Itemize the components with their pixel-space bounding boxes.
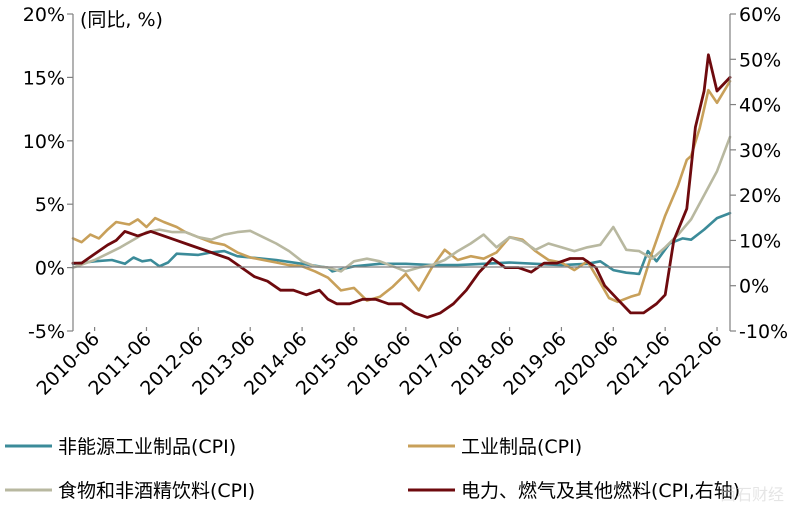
right-axis-ticks: -10% 0% 10% 20% 30% 40% 50% 60% bbox=[730, 4, 788, 343]
legend-label: 非能源工业制品(CPI) bbox=[58, 436, 236, 458]
left-tick-label: -5% bbox=[28, 321, 65, 343]
series-line-0 bbox=[71, 211, 732, 276]
series-line-1 bbox=[71, 79, 732, 304]
right-tick-label: -10% bbox=[739, 321, 788, 343]
series-lines bbox=[71, 53, 732, 319]
left-tick-label: 20% bbox=[23, 4, 65, 26]
left-tick-label: 0% bbox=[35, 258, 65, 280]
legend-label: 工业制品(CPI) bbox=[461, 436, 582, 458]
legend-item-industrial-goods: 工业制品(CPI) bbox=[408, 436, 582, 458]
watermark: 西石财经 bbox=[720, 485, 784, 504]
right-tick-label: 50% bbox=[739, 49, 781, 71]
legend: 非能源工业制品(CPI) 工业制品(CPI) 食物和非酒精饮料(CPI) 电力、… bbox=[5, 436, 740, 502]
right-tick-label: 60% bbox=[739, 4, 781, 26]
left-axis-ticks: -5% 0% 5% 10% 15% 20% bbox=[23, 4, 73, 343]
watermark-text: 西石财经 bbox=[720, 485, 784, 504]
left-tick-label: 15% bbox=[23, 67, 65, 89]
right-tick-label: 30% bbox=[739, 140, 781, 162]
right-tick-label: 20% bbox=[739, 185, 781, 207]
series-line-3 bbox=[71, 53, 732, 319]
left-tick-label: 5% bbox=[35, 194, 65, 216]
right-tick-label: 0% bbox=[739, 276, 769, 298]
x-axis-ticks: 2010-062011-062012-062013-062014-062015-… bbox=[32, 327, 727, 400]
right-tick-label: 10% bbox=[739, 230, 781, 252]
legend-label: 食物和非酒精饮料(CPI) bbox=[58, 480, 255, 502]
left-tick-label: 10% bbox=[23, 131, 65, 153]
legend-item-electricity-gas: 电力、燃气及其他燃料(CPI,右轴) bbox=[408, 480, 740, 502]
unit-label: (同比, %) bbox=[80, 9, 163, 31]
legend-label: 电力、燃气及其他燃料(CPI,右轴) bbox=[461, 480, 740, 502]
legend-item-food-beverage: 食物和非酒精饮料(CPI) bbox=[5, 480, 255, 502]
legend-item-non-energy-industrial: 非能源工业制品(CPI) bbox=[5, 436, 236, 458]
axes: -5% 0% 5% 10% 15% 20% -10% 0% 10% 20% 30% 40% 50% 60… bbox=[23, 4, 788, 400]
right-tick-label: 40% bbox=[739, 95, 781, 117]
series-line-2 bbox=[71, 135, 732, 273]
